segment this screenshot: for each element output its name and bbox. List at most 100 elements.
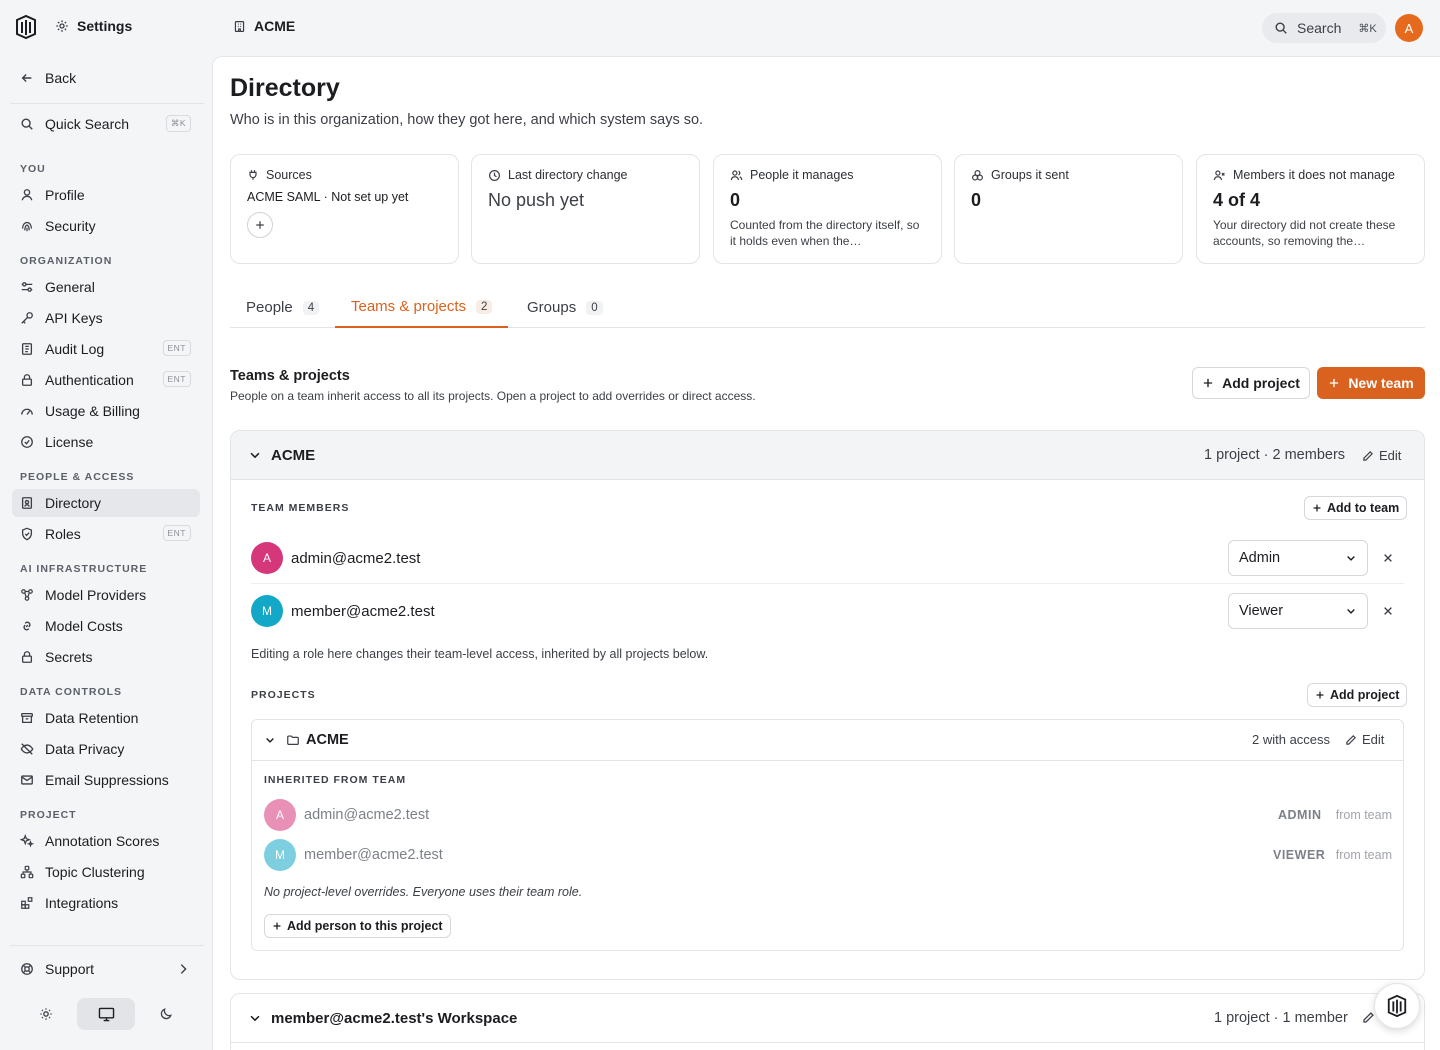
chevron-right-icon [176, 962, 190, 976]
theme-switcher [10, 998, 204, 1030]
team-meta: 1 project · 2 members [1204, 447, 1346, 463]
sidebar-item-integrations[interactable]: Integrations [12, 889, 200, 917]
card-label: Last directory change [508, 168, 628, 182]
inherited-member-row: A admin@acme2.test ADMIN from team [264, 799, 1392, 833]
sidebar-item-topic-clustering[interactable]: Topic Clustering [12, 858, 200, 886]
settings-title: Settings [55, 18, 132, 34]
edit-team-button[interactable]: Edit [1362, 448, 1401, 463]
add-to-team-button[interactable]: Add to team [1304, 496, 1408, 520]
pencil-icon [1345, 734, 1357, 746]
app-logo-icon[interactable] [14, 14, 38, 40]
team-name: member@acme2.test's Workspace [271, 1010, 518, 1027]
sidebar-item-audit-log[interactable]: Audit Log ENT [12, 335, 200, 363]
tab-groups[interactable]: Groups 0 [511, 287, 619, 328]
projects-heading: PROJECTS [251, 689, 316, 701]
sidebar-label: Profile [45, 187, 85, 203]
sidebar-item-model-providers[interactable]: Model Providers [12, 581, 200, 609]
chevron-down-icon[interactable] [264, 734, 276, 746]
source-status: ACME SAML · Not set up yet [247, 190, 409, 204]
add-person-button[interactable]: Add person to this project [264, 914, 451, 938]
sidebar-label: Directory [45, 495, 102, 511]
user-avatar[interactable]: A [1395, 14, 1423, 42]
edit-label: Edit [1379, 448, 1402, 463]
card-value: 0 [971, 190, 982, 210]
boxes-icon [971, 169, 984, 182]
breadcrumb-org: ACME [254, 18, 296, 34]
sidebar-item-profile[interactable]: Profile [12, 181, 200, 209]
sidebar-item-authentication[interactable]: Authentication ENT [12, 366, 200, 394]
tab-label: Teams & projects [351, 298, 467, 315]
add-source-button[interactable] [247, 212, 273, 238]
lock-icon [20, 373, 34, 387]
quick-search-shortcut: ⌘K [165, 115, 191, 132]
tab-label: Groups [527, 299, 577, 316]
search-button[interactable]: Search ⌘K [1262, 13, 1386, 43]
monitor-icon [98, 1007, 115, 1022]
sidebar-item-roles[interactable]: Roles ENT [12, 520, 200, 548]
sidebar-item-model-costs[interactable]: Model Costs [12, 612, 200, 640]
remove-member-button[interactable] [1382, 552, 1394, 564]
quick-search[interactable]: Quick Search ⌘K [12, 110, 200, 138]
sidebar-item-secrets[interactable]: Secrets [12, 643, 200, 671]
role-select[interactable]: Admin [1228, 540, 1368, 576]
team-header[interactable]: ACME 1 project · 2 members Edit [231, 431, 1424, 480]
sidebar-item-usage-billing[interactable]: Usage & Billing [12, 397, 200, 425]
sparkles-icon [20, 834, 34, 848]
member-email: admin@acme2.test [291, 550, 421, 567]
back-link[interactable]: Back [12, 64, 200, 92]
member-email: admin@acme2.test [304, 807, 430, 823]
chevron-down-icon[interactable] [248, 448, 262, 462]
breadcrumb[interactable]: ACME [233, 18, 295, 34]
theme-dark-button[interactable] [137, 998, 195, 1030]
sidebar-label: Model Costs [45, 618, 123, 634]
remove-member-button[interactable] [1382, 605, 1394, 617]
tab-teams-projects[interactable]: Teams & projects 2 [335, 287, 509, 328]
team-header[interactable]: member@acme2.test's Workspace 1 project … [231, 994, 1424, 1043]
sidebar-item-email-suppressions[interactable]: Email Suppressions [12, 766, 200, 794]
back-label: Back [45, 70, 77, 86]
page-subtitle: Who is in this organization, how they go… [230, 112, 704, 128]
sidebar-item-api-keys[interactable]: API Keys [12, 304, 200, 332]
project-header[interactable]: ACME 2 with access Edit [252, 720, 1403, 761]
role-select[interactable]: Viewer [1228, 593, 1368, 629]
contact-book-icon [20, 496, 34, 510]
user-x-icon [1213, 169, 1226, 182]
sidebar-item-data-privacy[interactable]: Data Privacy [12, 735, 200, 763]
sidebar-item-data-retention[interactable]: Data Retention [12, 704, 200, 732]
sidebar-item-general[interactable]: General [12, 273, 200, 301]
edit-project-button[interactable]: Edit [1345, 732, 1384, 747]
section-project: PROJECT [20, 809, 77, 821]
sidebar-item-support[interactable]: Support [12, 955, 200, 983]
ent-badge: ENT [162, 340, 191, 356]
sidebar-item-license[interactable]: License [12, 428, 200, 456]
add-project-button[interactable]: Add project [1192, 367, 1310, 399]
scroll-icon [20, 342, 34, 356]
card-label: People it manages [750, 168, 854, 182]
project-access-count: 2 with access [1252, 732, 1331, 747]
sidebar-label: License [45, 434, 94, 450]
tab-people[interactable]: People 4 [230, 287, 335, 328]
app-logo-icon [1386, 994, 1408, 1018]
team-role-hint: Editing a role here changes their team-l… [251, 647, 709, 661]
card-note: Your directory did not create these acco… [1213, 218, 1396, 248]
sidebar-item-annotation-scores[interactable]: Annotation Scores [12, 827, 200, 855]
sidebar-label: Model Providers [45, 587, 147, 603]
help-widget-button[interactable] [1374, 983, 1420, 1029]
theme-light-button[interactable] [17, 998, 75, 1030]
sidebar-item-directory[interactable]: Directory [12, 489, 200, 517]
clock-icon [488, 169, 501, 182]
button-label: Add project [1222, 375, 1300, 391]
chevron-down-icon[interactable] [248, 1011, 262, 1025]
link-icon [20, 619, 34, 633]
section-data-controls: DATA CONTROLS [20, 686, 123, 698]
settings-label: Settings [77, 18, 133, 34]
theme-system-button[interactable] [77, 998, 135, 1030]
chevron-down-icon [1345, 552, 1357, 564]
new-team-button[interactable]: New team [1317, 367, 1425, 399]
sidebar-item-security[interactable]: Security [12, 212, 200, 240]
button-label: New team [1348, 375, 1414, 391]
shield-check-icon [20, 527, 34, 541]
pencil-icon[interactable] [1362, 1011, 1375, 1024]
add-project-to-team-button[interactable]: Add project [1307, 683, 1408, 707]
section-title: Teams & projects [230, 368, 350, 384]
